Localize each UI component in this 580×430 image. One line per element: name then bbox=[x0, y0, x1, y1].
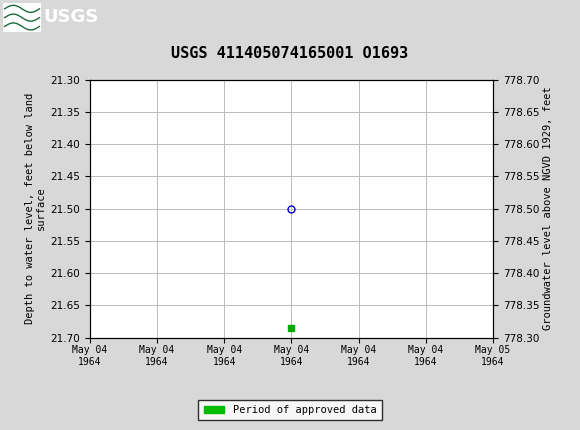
Y-axis label: Groundwater level above NGVD 1929, feet: Groundwater level above NGVD 1929, feet bbox=[543, 87, 553, 330]
FancyBboxPatch shape bbox=[3, 3, 41, 32]
Y-axis label: Depth to water level, feet below land
surface: Depth to water level, feet below land su… bbox=[24, 93, 46, 324]
Text: USGS: USGS bbox=[44, 8, 99, 26]
Text: USGS 411405074165001 O1693: USGS 411405074165001 O1693 bbox=[171, 46, 409, 61]
Legend: Period of approved data: Period of approved data bbox=[198, 400, 382, 421]
